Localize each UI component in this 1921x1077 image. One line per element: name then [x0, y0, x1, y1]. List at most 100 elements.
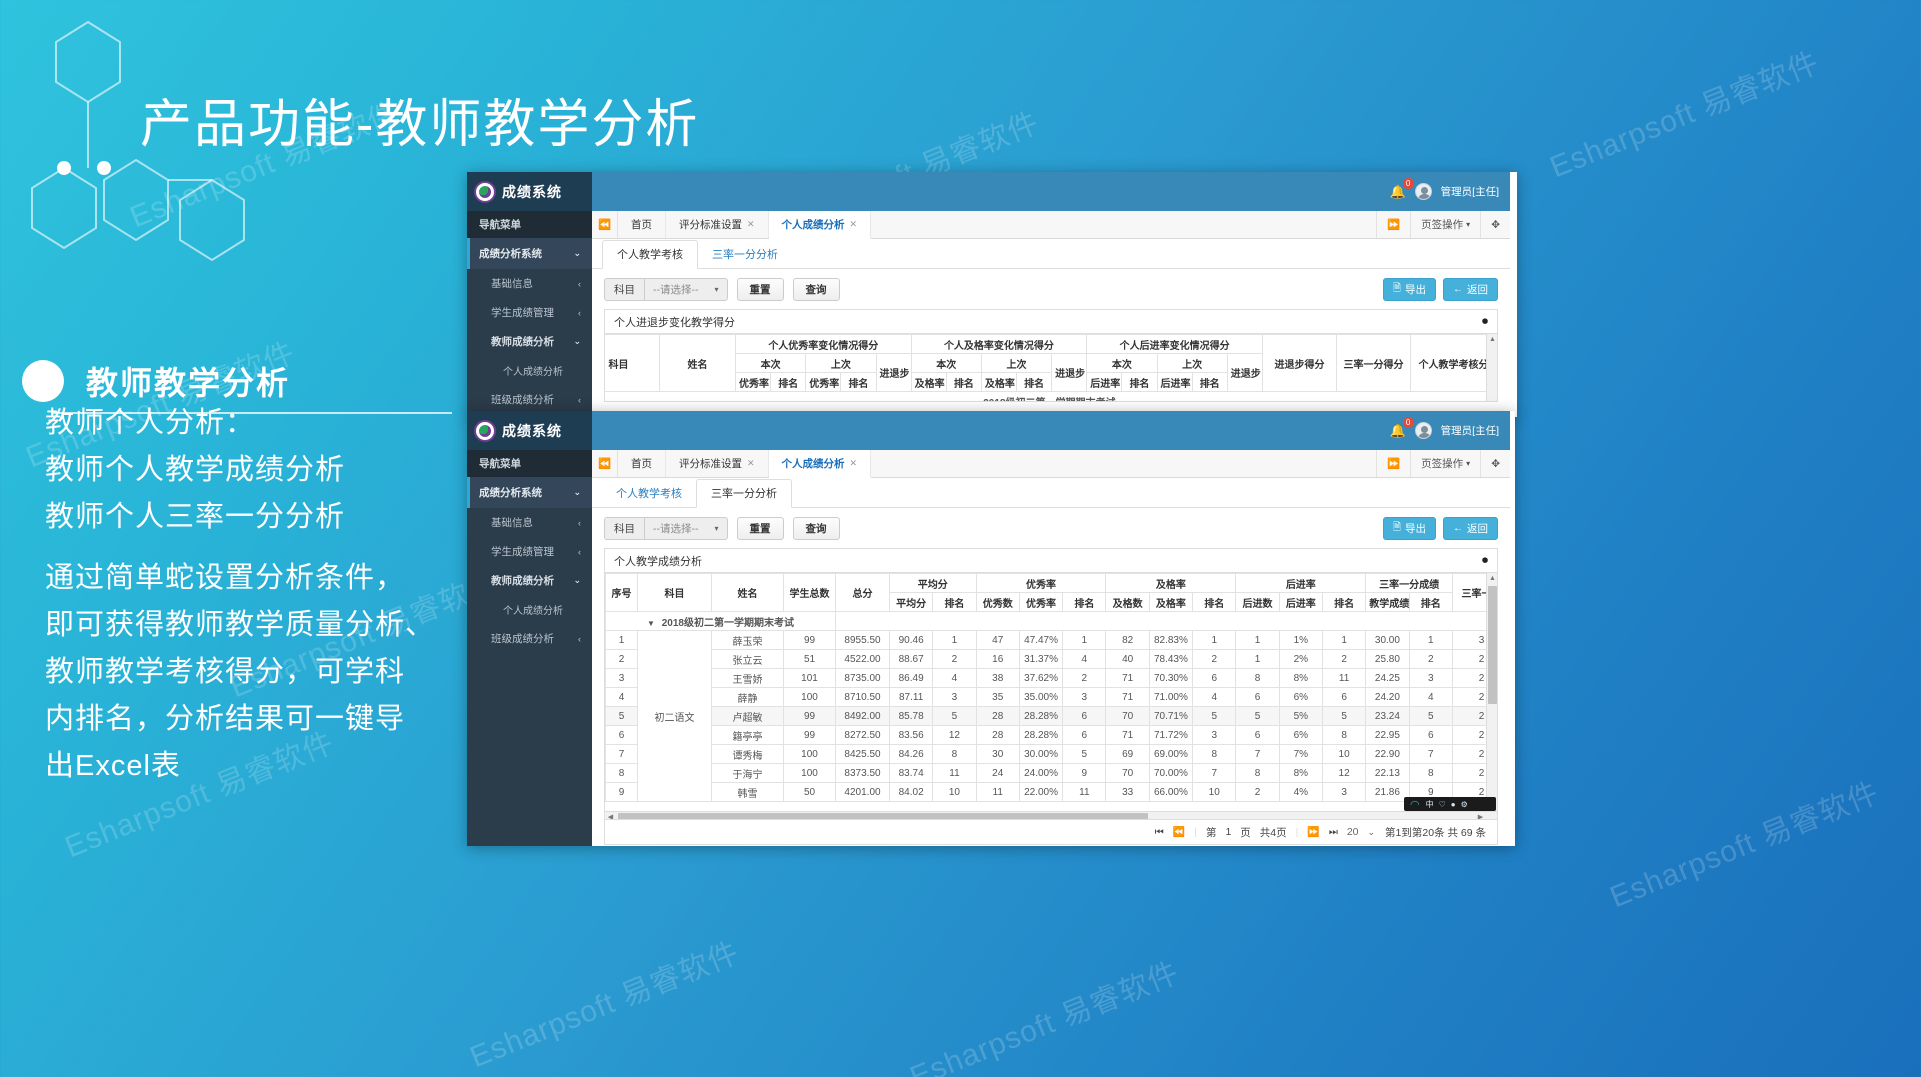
tab-personal-analysis[interactable]: 个人成绩分析 ✕ — [768, 211, 872, 239]
export-button[interactable]: 🗎 导出 — [1382, 517, 1436, 540]
table-row[interactable]: 3 王雪娇 101 8735.00 86.49 4 38 37.62% 2 71 70.30% 6 8 8… — [605, 668, 1497, 688]
table-row[interactable]: 8 于海宁 100 8373.50 83.74 11 24 24.00% 9 70 70.00% 7 8… — [605, 763, 1497, 783]
avatar[interactable] — [1414, 183, 1432, 200]
scroll-right-icon[interactable]: ▶ — [1477, 814, 1484, 821]
reset-button[interactable]: 重置 — [736, 278, 784, 301]
prev-page-icon[interactable]: ⏪ — [1172, 826, 1186, 838]
tab-scoring-standard[interactable]: 评分标准设置 ✕ — [666, 450, 769, 477]
triangle-down-icon[interactable]: ▼ — [647, 618, 655, 628]
tab-home[interactable]: 首页 — [618, 450, 666, 477]
sidebar-item-basic-info[interactable]: 基础信息 ‹ — [467, 508, 592, 537]
tab-operations-menu[interactable]: 页签操作 ▾ — [1410, 450, 1480, 477]
table-group-row[interactable]: ▼ 2018级初二第一学期期末考试 — [605, 611, 1497, 631]
first-page-icon[interactable]: ⏮ — [1154, 826, 1164, 838]
table-row[interactable]: 9 韩雪 50 4201.00 84.02 10 11 22.00% 11 33 66.00% 10 2… — [605, 782, 1497, 802]
tabs-scroll-left-icon[interactable]: ⏪ — [592, 211, 618, 238]
subject-select[interactable]: --请选择-- ▾ — [644, 278, 728, 301]
cell-pass-n: 71 — [1105, 687, 1150, 707]
query-button[interactable]: 查询 — [792, 278, 840, 301]
tabs-scroll-right-icon[interactable]: ⏩ — [1376, 450, 1410, 477]
sidebar-group-analysis[interactable]: 成绩分析系统 ⌄ — [467, 477, 592, 508]
settings-dot-icon[interactable]: ⏺ — [1481, 553, 1488, 567]
sidebar-item-personal-analysis[interactable]: 个人成绩分析 — [467, 356, 592, 385]
close-icon[interactable]: ✕ — [747, 458, 755, 468]
subject-filter[interactable]: 科目 --请选择-- ▾ — [604, 278, 728, 301]
app-window-three-rate-analysis[interactable]: 成绩系统 🔔 0 管理员[主任] 导航菜单 成绩分析系统 ⌄ 基础信息 ‹ — [467, 411, 1515, 846]
grid-vertical-scrollbar[interactable]: ▲ — [1486, 334, 1497, 401]
app-brand[interactable]: 成绩系统 — [467, 172, 592, 211]
last-page-icon[interactable]: ⏭ — [1328, 826, 1338, 838]
back-button[interactable]: ← 返回 — [1443, 517, 1498, 540]
app-window-teaching-assessment[interactable]: 成绩系统 🔔 0 管理员[主任] 导航菜单 成绩分析系统 ⌄ 基础信息 — [467, 172, 1517, 417]
ime-toolbar[interactable]: ◠ 中 ♡ ● ⚙ — [1404, 797, 1496, 811]
table-group-row[interactable]: ▼ 2018级初二第一学期期末考试 — [605, 391, 1497, 402]
close-icon[interactable]: ✕ — [747, 219, 755, 229]
table-row[interactable]: 5 卢超敏 99 8492.00 85.78 5 28 28.28% 6 70 70.71% 5 5 5%… — [605, 706, 1497, 726]
subtab-teaching-assessment[interactable]: 个人教学考核 — [602, 240, 698, 269]
sidebar-item-basic-info[interactable]: 基础信息 ‹ — [467, 269, 592, 298]
subtab-three-rate-analysis[interactable]: 三率一分分析 — [696, 479, 792, 508]
cell-exc-n: 30 — [975, 744, 1020, 764]
sidebar-item-personal-analysis[interactable]: 个人成绩分析 — [467, 595, 592, 624]
scroll-left-icon[interactable]: ◀ — [607, 814, 614, 821]
subtab-three-rate-analysis[interactable]: 三率一分分析 — [712, 249, 778, 261]
subtab-teaching-assessment[interactable]: 个人教学考核 — [616, 488, 682, 500]
table-row[interactable]: 2 张立云 51 4522.00 88.67 2 16 31.37% 4 40 78.43% 2 1 2%… — [605, 649, 1497, 669]
notification-bell-icon[interactable]: 🔔 0 — [1389, 416, 1414, 439]
sidebar-item-student-scores[interactable]: 学生成绩管理 ‹ — [467, 537, 592, 566]
table-row[interactable]: 4 薛静 100 8710.50 87.11 3 35 35.00% 3 71 71.00% 4 6 6%… — [605, 687, 1497, 707]
grid-horizontal-scrollbar[interactable]: ◀ ▶ — [605, 811, 1497, 822]
cell-low-rate: 8% — [1278, 763, 1323, 783]
subject-select[interactable]: --请选择-- ▾ — [644, 517, 728, 540]
ime-lang-icon[interactable]: 中 — [1425, 799, 1434, 809]
tab-scoring-standard[interactable]: 评分标准设置 ✕ — [666, 211, 769, 238]
scroll-up-icon[interactable]: ▲ — [1489, 575, 1496, 582]
cell-avg-rank: 2 — [932, 649, 977, 669]
subject-filter[interactable]: 科目 --请选择-- ▾ — [604, 517, 728, 540]
app-brand[interactable]: 成绩系统 — [467, 411, 592, 450]
table-row[interactable]: 6 籍亭亭 99 8272.50 83.56 12 28 28.28% 6 71 71.72% 3 6 6… — [605, 725, 1497, 745]
tab-personal-analysis[interactable]: 个人成绩分析 ✕ — [768, 450, 872, 478]
ime-heart-icon[interactable]: ♡ — [1438, 799, 1446, 809]
tab-operations-menu[interactable]: 页签操作 ▾ — [1410, 211, 1480, 238]
fullscreen-icon[interactable]: ✥ — [1480, 450, 1510, 477]
tab-home[interactable]: 首页 — [618, 211, 666, 238]
app-brand-label: 成绩系统 — [502, 183, 562, 200]
fullscreen-icon[interactable]: ✥ — [1480, 211, 1510, 238]
close-icon[interactable]: ✕ — [849, 219, 858, 229]
th-metric: 排名 — [770, 372, 807, 392]
cell-pass-rate: 70.30% — [1148, 668, 1194, 688]
export-button[interactable]: 🗎 导出 — [1382, 278, 1436, 301]
table-row[interactable]: 7 谭秀梅 100 8425.50 84.26 8 30 30.00% 5 69 69.00% 8 7 7… — [605, 744, 1497, 764]
sidebar-item-teacher-analysis[interactable]: 教师成绩分析 ⌄ — [467, 566, 592, 595]
notification-bell-icon[interactable]: 🔔 0 — [1389, 177, 1414, 200]
tabs-scroll-left-icon[interactable]: ⏪ — [592, 450, 618, 477]
user-name-label[interactable]: 管理员[主任] — [1440, 425, 1499, 437]
sidebar-item-class-analysis[interactable]: 班级成绩分析 ‹ — [467, 624, 592, 653]
triangle-down-icon[interactable]: ▼ — [969, 399, 977, 402]
grid-vertical-scrollbar[interactable]: ▲ ▼ — [1486, 573, 1497, 811]
close-icon[interactable]: ✕ — [849, 458, 858, 468]
sidebar-item-teacher-analysis[interactable]: 教师成绩分析 ⌄ — [467, 327, 592, 356]
scrollbar-thumb[interactable] — [618, 813, 1148, 822]
ime-gear-icon[interactable]: ⚙ — [1460, 799, 1468, 809]
ime-user-icon[interactable]: ● — [1450, 799, 1456, 809]
query-button[interactable]: 查询 — [792, 517, 840, 540]
settings-dot-icon[interactable]: ⏺ — [1481, 314, 1488, 328]
reset-button[interactable]: 重置 — [736, 517, 784, 540]
sidebar-item-class-analysis[interactable]: 班级成绩分析 ‹ — [467, 385, 592, 414]
table-row[interactable]: 1 初二语文 薛玉荣 99 8955.50 90.46 1 47 47.47% 1 82 82.83%… — [605, 630, 1497, 802]
tabs-scroll-right-icon[interactable]: ⏩ — [1376, 211, 1410, 238]
scrollbar-thumb[interactable] — [1488, 586, 1497, 704]
sidebar-item-student-scores[interactable]: 学生成绩管理 ‹ — [467, 298, 592, 327]
avatar[interactable] — [1414, 422, 1432, 439]
page-number-input[interactable]: 1 — [1225, 826, 1232, 838]
sidebar-item-label: 基础信息 — [491, 278, 533, 290]
back-button[interactable]: ← 返回 — [1443, 278, 1498, 301]
page-size-select[interactable]: 20 ⌄ — [1347, 826, 1375, 838]
sidebar-group-analysis[interactable]: 成绩分析系统 ⌄ — [467, 238, 592, 269]
scroll-up-icon[interactable]: ▲ — [1489, 336, 1496, 343]
user-name-label[interactable]: 管理员[主任] — [1440, 186, 1499, 198]
cell-exc-rate: 28.28% — [1018, 706, 1064, 726]
next-page-icon[interactable]: ⏩ — [1307, 826, 1320, 838]
